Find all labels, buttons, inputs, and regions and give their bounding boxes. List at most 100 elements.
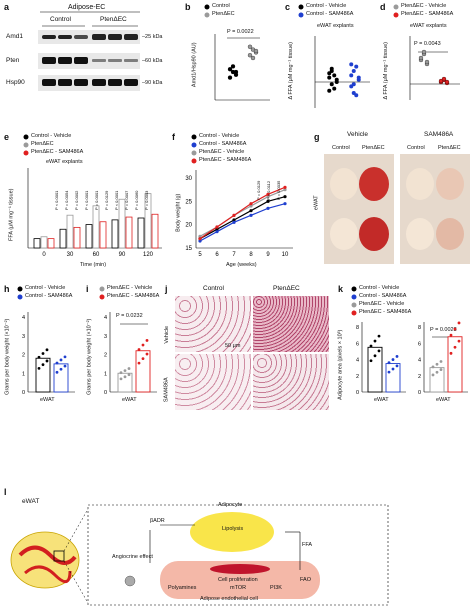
k-ytick: 8 — [418, 325, 421, 331]
blot-row-pten-kda: –60 kDa — [142, 58, 163, 64]
blot-row-amd1-kda: –25 kDa — [142, 34, 163, 40]
c-point — [351, 82, 356, 87]
l-ewat: eWAT — [22, 498, 40, 505]
f-point — [232, 220, 236, 224]
d-point — [444, 79, 450, 85]
l-prolif: Cell proliferation — [218, 577, 258, 583]
e-xtick: 0 — [42, 252, 46, 258]
e-pvalue: P < 0.0001 — [54, 190, 59, 210]
h-bars-point — [45, 359, 49, 363]
panel-i: i PtenΔEC - Vehicle PtenΔEC - SAM486A Gr… — [82, 282, 162, 407]
e-bar — [125, 216, 133, 249]
legend-k-2: Control - SAM486A — [359, 293, 407, 299]
chart-e: 0 30 60 90 120 P < 0.0001 P = 0.0054 P = 0.000… — [27, 168, 162, 258]
i-bars-point — [119, 371, 123, 375]
h-bars-point — [59, 367, 63, 371]
b-pvalue: P = 0.0022 — [227, 29, 254, 35]
g-cond-sam: SAM486A — [424, 131, 454, 138]
i-bars-point — [137, 361, 141, 365]
f-xlabel: Age (weeks) — [226, 262, 257, 268]
e-bar — [151, 213, 159, 249]
l-fao: FAO — [300, 577, 312, 583]
e-xtick: 60 — [93, 252, 100, 258]
panel-label-i: i — [86, 284, 89, 294]
e-bar — [85, 224, 93, 249]
i-bars-ytick: 3 — [104, 334, 107, 340]
c-title: eWAT explants — [317, 23, 354, 29]
h-bars-ytick: 4 — [22, 315, 25, 321]
i-bars-point — [141, 343, 145, 347]
d-point — [421, 49, 427, 55]
f-series-line — [199, 186, 286, 240]
f-ytick: 20 — [185, 223, 192, 229]
chart-k: 0 0 2 2 4 4 6 6 8 8 — [356, 321, 468, 396]
f-xtick: 9 — [266, 252, 270, 258]
e-bar — [33, 238, 41, 249]
panel-label-g: g — [314, 132, 320, 142]
legend-f-1: Control - Vehicle — [199, 133, 240, 139]
k-point — [373, 339, 377, 343]
c-point — [354, 93, 359, 98]
c-point — [329, 66, 334, 71]
e-bar — [111, 219, 119, 249]
j-histo-4 — [253, 354, 329, 410]
e-xtick: 120 — [143, 252, 154, 258]
f-pvalue: P = 0.0035 — [276, 180, 281, 200]
legend-c-vehicle: Control - Vehicle — [306, 3, 347, 9]
h-bars-point — [59, 358, 63, 362]
f-series-line — [199, 203, 286, 242]
e-bar — [137, 217, 145, 249]
i-bars-ytick: 4 — [104, 315, 107, 321]
e-pvalue: P = 0.0129 — [104, 190, 109, 210]
e-pvalue: P = 0.0002 — [74, 190, 79, 210]
c-point — [349, 62, 354, 67]
e-bar — [47, 238, 55, 249]
panel-label-k: k — [338, 284, 344, 294]
legend-e-3: PtenΔEC - SAM486A — [31, 149, 84, 155]
legend-d-vehicle: PtenΔEC - Vehicle — [401, 3, 447, 9]
panel-l: l eWAT Adipocyte βADR Lipolysis FFA Angi… — [0, 485, 474, 607]
f-point — [198, 239, 202, 243]
panel-b: b Control PtenΔEC Amd1/Hsp90 (AU) P = 0.… — [185, 0, 280, 115]
b-point — [250, 55, 256, 61]
panel-k: k Control - Vehicle Control - SAM486A Pt… — [336, 282, 474, 407]
l-adipocyte-label: Adipocyte — [218, 502, 243, 508]
l-beta: βADR — [150, 518, 165, 524]
l-angiocrine: Angiocrine effect — [112, 554, 153, 560]
f-point — [249, 204, 253, 208]
f-pvalue: P = 0.0112 — [266, 180, 271, 200]
c-point — [327, 71, 332, 76]
panel-label-f: f — [172, 132, 175, 142]
e-bar — [144, 193, 152, 249]
e-pvalue: P = 0.0007 — [124, 190, 129, 210]
h-bars-point — [63, 364, 67, 368]
panel-label-l: l — [4, 487, 7, 497]
d-point — [438, 78, 444, 84]
c-point — [329, 82, 334, 87]
g-cond-vehicle: Vehicle — [347, 131, 368, 138]
b-point — [247, 44, 253, 49]
i-bars-ytick: 1 — [104, 371, 107, 377]
i-bars-point — [123, 369, 127, 373]
d-title: eWAT explants — [410, 23, 447, 29]
panel-h: h Control - Vehicle Control - SAM486A Gr… — [0, 282, 80, 407]
c-point — [327, 75, 332, 80]
i-bars-point — [141, 357, 145, 360]
j-col-pten: PtenΔEC — [273, 285, 300, 292]
f-pvalue: P = 0.0129 — [256, 180, 261, 200]
legend-f-3: PtenΔEC - Vehicle — [199, 149, 245, 155]
j-col-control: Control — [203, 285, 224, 292]
h-bars-point — [41, 363, 45, 367]
f-xtick: 8 — [249, 252, 253, 258]
e-pvalue: P = 0.0001 — [94, 190, 99, 210]
k-point — [453, 345, 457, 349]
e-bar — [66, 214, 74, 249]
k-point — [439, 360, 443, 363]
h-bars-point — [37, 355, 41, 359]
l-polyamines: Polyamines — [168, 585, 197, 591]
f-point — [283, 185, 287, 189]
panel-label-j: j — [165, 284, 168, 294]
f-point — [283, 202, 287, 206]
i-xlabel: eWAT — [122, 397, 137, 403]
f-ytick: 15 — [185, 246, 192, 252]
